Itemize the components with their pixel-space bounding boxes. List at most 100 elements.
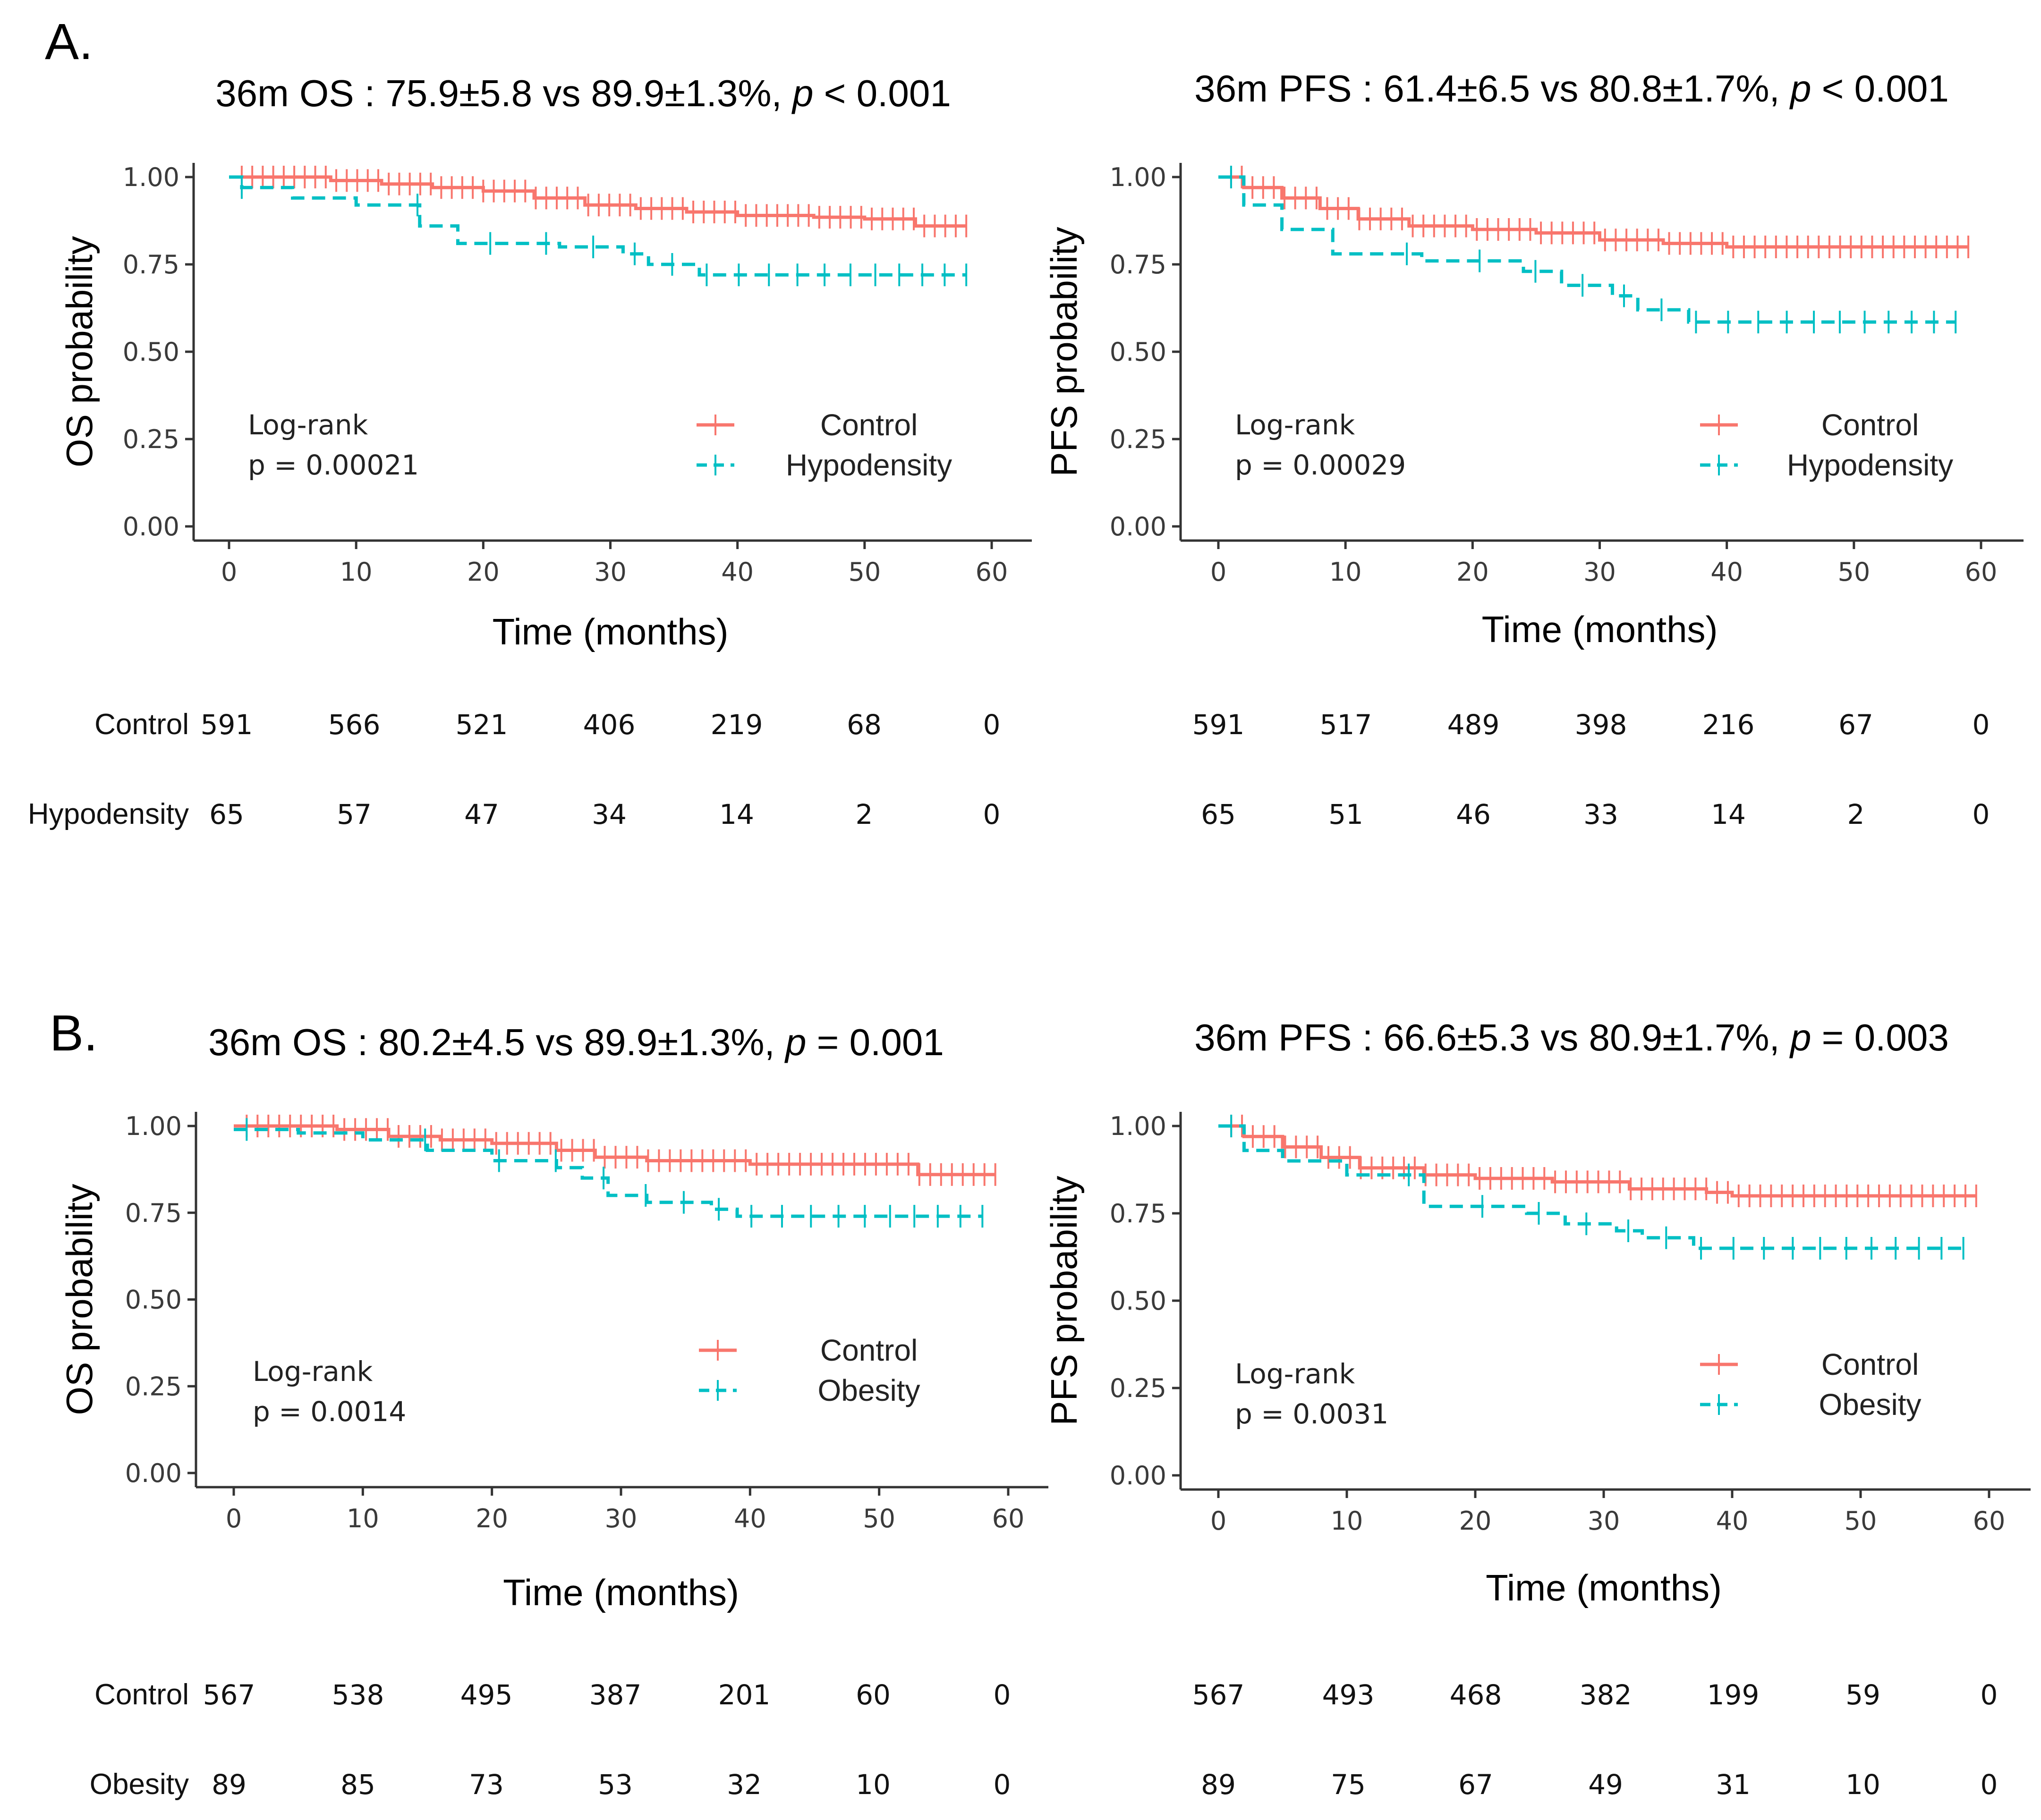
x-tick-label: 30 [605,1504,638,1533]
risk-count: 493 [1322,1679,1375,1711]
y-tick-label: 1.00 [125,1111,182,1141]
risk-row-label: Obesity [90,1768,189,1801]
risk-count: 219 [711,709,763,741]
chart-title-p: p [791,72,814,114]
km-curve-hypodensity [1218,175,1956,324]
risk-count: 201 [718,1679,771,1711]
risk-count: 489 [1447,709,1500,741]
risk-count: 73 [469,1769,504,1801]
y-tick-label: 0.00 [123,512,179,542]
x-tick-label: 30 [1583,557,1616,587]
y-tick-label: 0.00 [1110,1461,1166,1490]
risk-count: 75 [1331,1769,1366,1801]
risk-count: 406 [583,709,636,741]
km-curve-hypodensity [229,175,967,277]
chart-title-prefix: 36m OS : 75.9±5.8 vs 89.9±1.3%, [215,72,792,114]
risk-count: 68 [847,709,882,741]
risk-count: 567 [203,1679,255,1711]
x-tick-label: 60 [976,557,1008,587]
x-tick-label: 20 [1459,1506,1492,1536]
y-tick-label: 0.50 [123,337,179,367]
risk-count: 2 [1847,798,1865,830]
y-axis-label: OS probability [59,236,100,467]
legend-label-control: Control [820,408,918,442]
risk-count: 398 [1575,709,1627,741]
x-tick-label: 30 [1588,1506,1620,1536]
risk-count: 0 [983,798,1001,830]
logrank-label: Log-rank [248,409,368,441]
risk-count: 0 [1973,709,1990,741]
risk-row-label: Control [94,1678,189,1711]
risk-count: 521 [456,709,508,741]
logrank-label: Log-rank [1235,409,1355,441]
km-panel-1: 36m OS : 75.9±5.8 vs 89.9±1.3%, p < 0.00… [28,72,1032,830]
risk-count: 0 [1973,798,1990,830]
chart-title: 36m OS : 80.2±4.5 vs 89.9±1.3%, p = 0.00… [208,1021,944,1063]
legend-label-control: Control [1821,408,1919,442]
risk-count: 53 [598,1769,633,1801]
legend-label-obesity: Obesity [818,1373,920,1407]
chart-title-prefix: 36m OS : 80.2±4.5 vs 89.9±1.3%, [208,1021,785,1063]
y-tick-label: 0.25 [1110,1373,1166,1403]
risk-count: 591 [201,709,253,741]
x-tick-label: 40 [734,1504,766,1533]
chart-title-p: p [1789,1016,1811,1058]
risk-count: 47 [464,798,499,830]
x-tick-label: 60 [1973,1506,2006,1536]
x-tick-label: 0 [226,1504,242,1533]
risk-count: 495 [460,1679,513,1711]
logrank-pvalue: p = 0.0031 [1235,1398,1388,1430]
risk-count: 14 [1711,798,1746,830]
x-tick-label: 10 [1329,557,1362,587]
chart-title-suffix: = 0.001 [806,1021,944,1063]
x-tick-label: 50 [1845,1506,1877,1536]
y-tick-label: 0.50 [1110,1286,1166,1316]
risk-count: 14 [719,798,754,830]
legend-label-obesity: Obesity [1819,1388,1922,1422]
risk-count: 46 [1456,798,1491,830]
chart-title-suffix: < 0.001 [1811,68,1948,110]
risk-count: 0 [1981,1679,1998,1711]
y-tick-label: 0.50 [125,1285,182,1315]
x-tick-label: 40 [1710,557,1743,587]
km-curve-control [229,175,967,228]
km-panel-3: 36m OS : 80.2±4.5 vs 89.9±1.3%, p = 0.00… [59,1021,1048,1801]
y-tick-label: 1.00 [123,162,179,192]
km-panel-2: 36m PFS : 61.4±6.5 vs 80.8±1.7%, p < 0.0… [1043,68,2024,830]
risk-count: 57 [337,798,372,830]
chart-title-suffix: = 0.003 [1811,1016,1948,1058]
y-tick-label: 0.50 [1110,337,1166,367]
risk-count: 89 [1201,1769,1236,1801]
km-curve-control [1218,175,1969,249]
risk-count: 2 [856,798,873,830]
risk-count: 65 [1201,798,1236,830]
x-tick-label: 60 [1965,557,1998,587]
x-tick-label: 50 [863,1504,895,1533]
x-tick-label: 10 [347,1504,379,1533]
x-tick-label: 10 [1331,1506,1363,1536]
chart-title-prefix: 36m PFS : 61.4±6.5 vs 80.8±1.7%, [1194,68,1790,110]
y-axis-label: PFS probability [1043,1176,1085,1426]
chart-title-p: p [784,1021,807,1063]
x-tick-label: 40 [721,557,754,587]
risk-count: 33 [1583,798,1618,830]
km-curve-obesity [234,1127,983,1218]
risk-count: 34 [592,798,627,830]
y-tick-label: 0.25 [123,424,179,454]
risk-count: 32 [727,1769,762,1801]
risk-count: 49 [1588,1769,1623,1801]
x-tick-label: 50 [848,557,881,587]
risk-count: 216 [1702,709,1755,741]
risk-count: 59 [1845,1679,1880,1711]
risk-row-label: Hypodensity [28,798,189,830]
risk-count: 51 [1328,798,1363,830]
logrank-pvalue: p = 0.00029 [1235,449,1406,481]
risk-row-label: Control [94,708,189,741]
risk-count: 517 [1320,709,1372,741]
y-tick-label: 1.00 [1110,1111,1166,1141]
risk-count: 85 [340,1769,375,1801]
risk-count: 65 [209,798,244,830]
chart-title-p: p [1789,68,1811,110]
risk-count: 0 [994,1769,1011,1801]
